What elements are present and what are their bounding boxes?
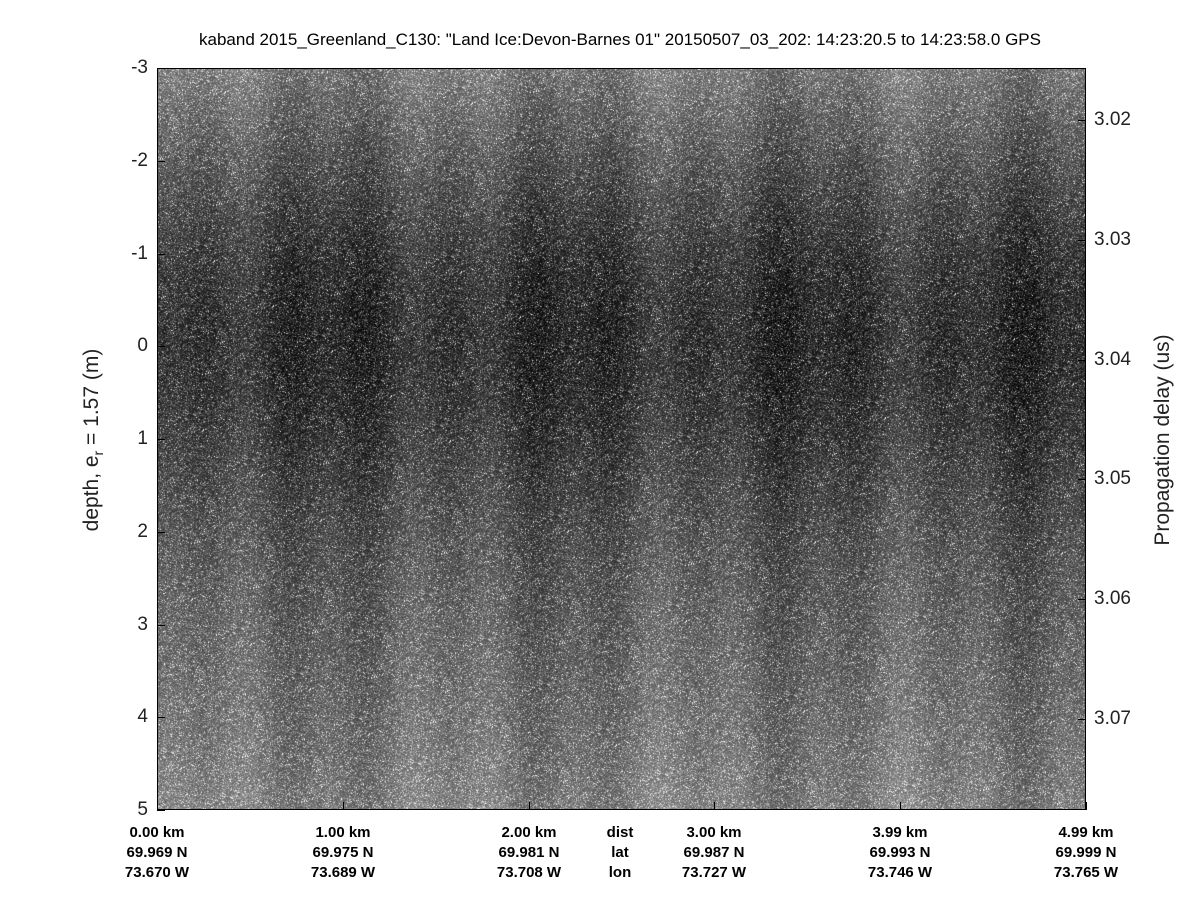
x-tick-lat: 69.999 N — [1055, 844, 1117, 861]
x-tick-mark — [1086, 802, 1087, 810]
x-tick-lat: 69.987 N — [683, 844, 745, 861]
x-tick-lat: 69.969 N — [126, 844, 188, 861]
x-tick-mark — [714, 802, 715, 810]
y-tick-right: 3.06 — [1094, 588, 1131, 610]
x-tick-mark — [157, 802, 158, 810]
x-tick-label: 3.00 km 69.987 N 73.727 W — [682, 823, 746, 883]
y-tick-mark — [157, 624, 165, 626]
row-label-lat: lat — [611, 844, 629, 861]
y-tick-right: 3.07 — [1094, 708, 1131, 729]
y-tick-mark — [1078, 599, 1086, 601]
x-tick-label: 1.00 km 69.975 N 73.689 W — [311, 823, 375, 883]
x-tick-dist: 3.00 km — [686, 824, 742, 841]
chart-title: kaband 2015_Greenland_C130: "Land Ice:De… — [199, 30, 1041, 49]
y-tick-mark — [157, 439, 165, 440]
x-tick-lon: 73.727 W — [681, 864, 747, 881]
y-tick-mark — [1078, 719, 1086, 720]
x-tick-dist: 3.99 km — [872, 824, 928, 841]
x-tick-lat: 69.993 N — [869, 844, 931, 861]
x-tick-label: 0.00 km 69.969 N 73.670 W — [125, 823, 189, 883]
x-tick-dist: 1.00 km — [315, 824, 371, 841]
y-tick-right: 3.05 — [1094, 468, 1131, 490]
y-tick-mark — [157, 810, 165, 811]
x-tick-dist: 4.99 km — [1058, 824, 1114, 841]
x-tick-lat: 69.981 N — [498, 844, 560, 861]
row-labels: dist lat lon — [607, 823, 634, 883]
y-tick-mark — [157, 253, 165, 255]
y-tick-left: 3 — [137, 613, 148, 635]
x-tick-label: 4.99 km 69.999 N 73.765 W — [1054, 823, 1118, 883]
x-tick-dist: 2.00 km — [501, 824, 557, 841]
y-axis-left-label: depth, er = 1.57 (m) — [80, 349, 106, 532]
plot-area — [157, 68, 1086, 810]
y-tick-left: 1 — [137, 428, 148, 449]
y-tick-mark — [1078, 239, 1086, 241]
y-tick-mark — [1078, 120, 1086, 121]
y-tick-right: 3.03 — [1094, 228, 1131, 250]
x-tick-lon: 73.689 W — [310, 864, 376, 881]
x-tick-lon: 73.670 W — [124, 864, 190, 881]
x-tick-lon: 73.765 W — [1053, 864, 1119, 881]
y-axis-right-label: Propagation delay (us) — [1151, 334, 1174, 546]
y-tick-mark — [157, 346, 165, 348]
ylabel-main: depth, e — [79, 455, 103, 532]
x-tick-lat: 69.975 N — [312, 844, 374, 861]
y-tick-mark — [1078, 359, 1086, 361]
y-tick-left: -3 — [131, 57, 148, 78]
y-tick-left: 5 — [137, 799, 148, 820]
y-tick-mark — [157, 717, 165, 719]
row-label-lon: lon — [608, 864, 632, 881]
y-tick-right: 3.04 — [1094, 348, 1131, 370]
x-tick-mark — [343, 802, 344, 810]
y-tick-mark — [157, 160, 165, 162]
x-tick-label: 3.99 km 69.993 N 73.746 W — [868, 823, 932, 883]
y-tick-mark — [157, 68, 165, 69]
y-tick-left: 4 — [137, 706, 148, 728]
x-tick-mark — [900, 802, 901, 810]
row-label-dist: dist — [606, 824, 634, 841]
x-tick-label: 2.00 km 69.981 N 73.708 W — [497, 823, 561, 883]
x-tick-lon: 73.746 W — [867, 864, 933, 881]
ylabel-tail: = 1.57 (m) — [79, 348, 103, 451]
x-tick-mark — [529, 802, 530, 810]
y-tick-mark — [1078, 479, 1086, 481]
y-tick-left: 2 — [137, 520, 148, 542]
y-tick-left: 0 — [137, 335, 148, 357]
y-tick-mark — [157, 531, 165, 533]
y-tick-left: -2 — [131, 149, 148, 171]
y-tick-right: 3.02 — [1094, 109, 1131, 130]
x-tick-lon: 73.708 W — [496, 864, 562, 881]
echogram-image — [157, 68, 1086, 810]
ylabel-sub: r — [90, 450, 107, 456]
x-tick-dist: 0.00 km — [129, 824, 185, 841]
y-tick-left: -1 — [131, 242, 148, 264]
